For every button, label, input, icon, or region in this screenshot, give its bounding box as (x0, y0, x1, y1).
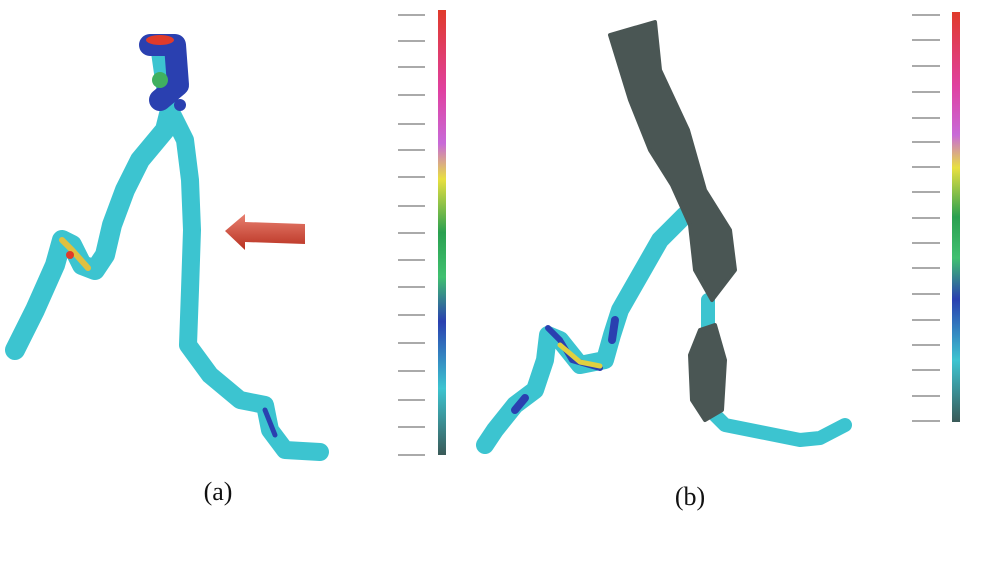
figure: (a) (b) (0, 0, 992, 561)
colorbar-b (912, 12, 960, 422)
panel-label: (b) (675, 482, 705, 511)
colorbar-a (398, 10, 446, 455)
vessel-b (485, 22, 845, 445)
arrow (225, 214, 305, 250)
panel-label: (a) (204, 477, 233, 506)
vessel-a (15, 35, 320, 452)
